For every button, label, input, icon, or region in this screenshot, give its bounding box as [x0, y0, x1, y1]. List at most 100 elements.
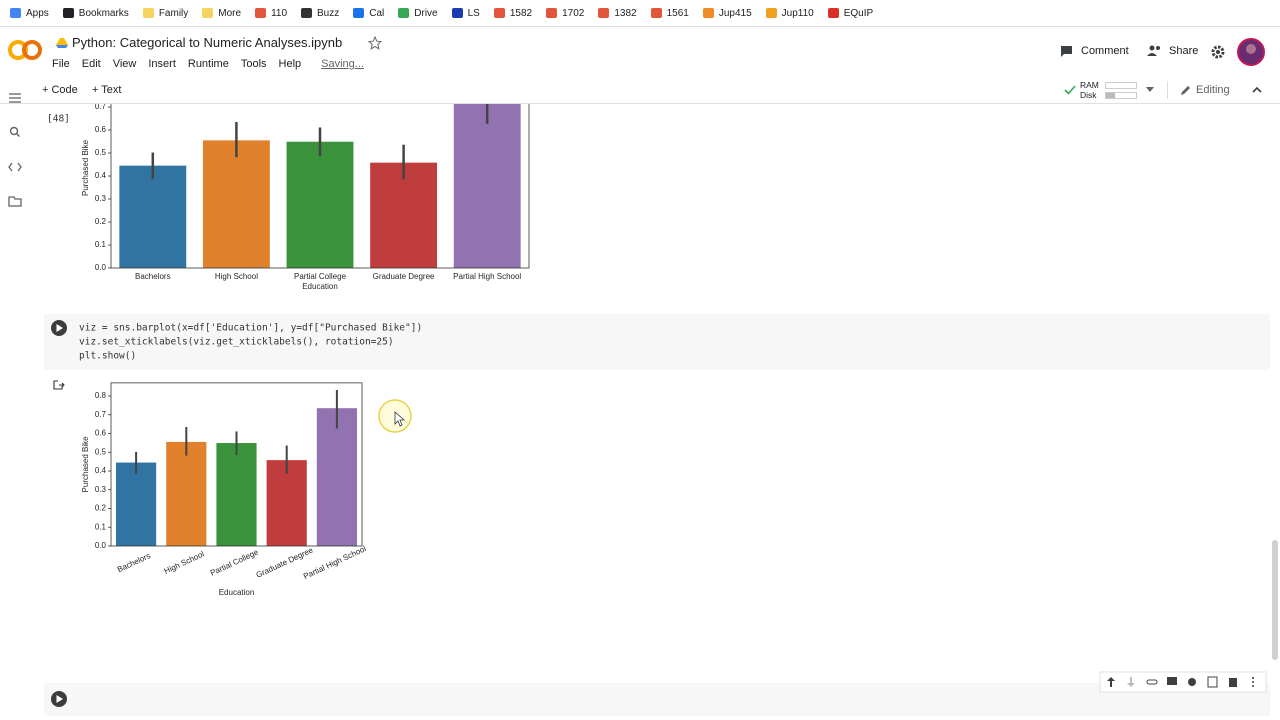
- ram-meter: [1105, 82, 1137, 89]
- comment-icon: [1060, 45, 1073, 57]
- ram-label: RAM: [1080, 80, 1099, 90]
- avatar[interactable]: [1237, 38, 1265, 66]
- menu-item[interactable]: Edit: [82, 58, 101, 70]
- resources-dropdown[interactable]: [1146, 87, 1154, 93]
- y-tick-label: 0.6: [95, 429, 107, 438]
- scrollbar[interactable]: [1272, 540, 1278, 660]
- bookmark-label: Apps: [26, 8, 49, 19]
- y-tick-label: 0.4: [95, 171, 107, 180]
- run-button[interactable]: [51, 691, 67, 707]
- bookmark[interactable]: Buzz: [301, 8, 339, 19]
- x-tick-label: Bachelors: [135, 272, 171, 281]
- menu-item[interactable]: File: [52, 58, 70, 70]
- y-tick-label: 0.3: [95, 194, 107, 203]
- menu-item[interactable]: Tools: [241, 58, 267, 70]
- bookmark[interactable]: Cal: [353, 8, 384, 19]
- bookmark-label: 1561: [667, 8, 689, 19]
- collapse-button[interactable]: [1252, 86, 1262, 94]
- y-tick-label: 0.4: [95, 466, 107, 475]
- bookmark-label: Bookmarks: [79, 8, 129, 19]
- menu-item[interactable]: View: [113, 58, 137, 70]
- execution-count: [48]: [47, 114, 70, 125]
- bookmark-label: Jup110: [782, 8, 814, 19]
- output-icon[interactable]: [54, 381, 64, 389]
- y-tick-label: 0.2: [95, 504, 107, 513]
- resources[interactable]: RAMDisk: [1080, 80, 1099, 100]
- y-tick-label: 0.0: [95, 263, 107, 272]
- toc-icon[interactable]: [9, 94, 21, 102]
- colab-logo[interactable]: [8, 38, 44, 62]
- notebook-canvas: [48] viz = sns.barplot(x=df['Education']…: [0, 104, 1280, 720]
- bookmark-label: LS: [468, 8, 480, 19]
- bookmark-label: 1582: [510, 8, 532, 19]
- bookmark-icon: [766, 8, 777, 18]
- bookmark[interactable]: Drive: [398, 8, 437, 19]
- menu-item[interactable]: Runtime: [188, 58, 229, 70]
- bookmark-label: Cal: [369, 8, 384, 19]
- y-tick-label: 0.7: [95, 104, 107, 111]
- bookmark-icon: [143, 8, 154, 18]
- bookmark-icon: [651, 8, 662, 18]
- divider: [1167, 81, 1168, 99]
- bookmark-label: Family: [159, 8, 188, 19]
- x-tick-label: High School: [215, 272, 258, 281]
- disk-label: Disk: [1080, 90, 1099, 100]
- y-tick-label: 0.8: [95, 391, 107, 400]
- comment-button[interactable]: Comment: [1060, 45, 1129, 57]
- cell-toolbar: [1100, 672, 1266, 692]
- notebook-area: [48] viz = sns.barplot(x=df['Education']…: [0, 104, 1280, 720]
- x-axis-label: Education: [219, 588, 255, 597]
- bookmark[interactable]: EQuIP: [828, 8, 873, 19]
- bookmark-icon: [301, 8, 312, 18]
- bookmark[interactable]: 1702: [546, 8, 584, 19]
- add-code-button[interactable]: + Code: [42, 84, 78, 96]
- star-button[interactable]: [368, 36, 382, 50]
- menu-item[interactable]: Help: [279, 58, 302, 70]
- share-button[interactable]: Share: [1147, 45, 1198, 57]
- bookmark[interactable]: 1582: [494, 8, 532, 19]
- x-tick-label: Partial College: [209, 547, 260, 577]
- toolbar: + Code + Text RAMDisk Editing: [0, 79, 1280, 104]
- menu-item[interactable]: Insert: [148, 58, 176, 70]
- bookmark-icon: [598, 8, 609, 18]
- code-line: plt.show(): [79, 351, 136, 362]
- y-tick-label: 0.1: [95, 240, 107, 249]
- bookmark-label: 1702: [562, 8, 584, 19]
- save-status: Saving...: [321, 58, 364, 70]
- bar: [317, 408, 357, 546]
- bookmark-label: EQuIP: [844, 8, 873, 19]
- empty-code-cell[interactable]: [44, 683, 1270, 716]
- bookmark[interactable]: 1382: [598, 8, 636, 19]
- bookmark-icon: [452, 8, 463, 18]
- bookmark[interactable]: More: [202, 8, 241, 19]
- bookmarks-bar: Apps Bookmarks Family More 110 Buzz Cal Drive LS…: [0, 0, 1280, 27]
- add-text-button[interactable]: + Text: [92, 84, 121, 96]
- bookmark[interactable]: Family: [143, 8, 188, 19]
- bookmark[interactable]: Bookmarks: [63, 8, 129, 19]
- x-tick-label: Partial College: [294, 272, 347, 281]
- bookmark-icon: [398, 8, 409, 18]
- bookmark[interactable]: Jup415: [703, 8, 752, 19]
- x-tick-label: High School: [163, 549, 206, 575]
- bookmark[interactable]: Apps: [10, 8, 49, 19]
- y-axis-label: Purchased Bike: [81, 139, 90, 196]
- drive-icon: [56, 37, 68, 49]
- x-tick-label: Bachelors: [116, 551, 152, 574]
- settings-button[interactable]: [1211, 45, 1225, 59]
- bar: [116, 463, 156, 546]
- bookmark-label: Buzz: [317, 8, 339, 19]
- bookmark-icon: [828, 8, 839, 18]
- y-tick-label: 0.6: [95, 125, 107, 134]
- bookmark[interactable]: Jup110: [766, 8, 814, 19]
- bookmark-label: 110: [271, 8, 287, 19]
- bookmark-icon: [10, 8, 21, 18]
- notebook-title[interactable]: Python: Categorical to Numeric Analyses.…: [72, 35, 342, 50]
- y-axis-label: Purchased Bike: [81, 436, 90, 493]
- run-button[interactable]: [51, 320, 67, 336]
- bookmark[interactable]: LS: [452, 8, 480, 19]
- bar: [287, 142, 354, 268]
- bookmark-icon: [703, 8, 714, 18]
- bookmark[interactable]: 110: [255, 8, 287, 19]
- bookmark[interactable]: 1561: [651, 8, 689, 19]
- mode-label[interactable]: Editing: [1196, 84, 1230, 96]
